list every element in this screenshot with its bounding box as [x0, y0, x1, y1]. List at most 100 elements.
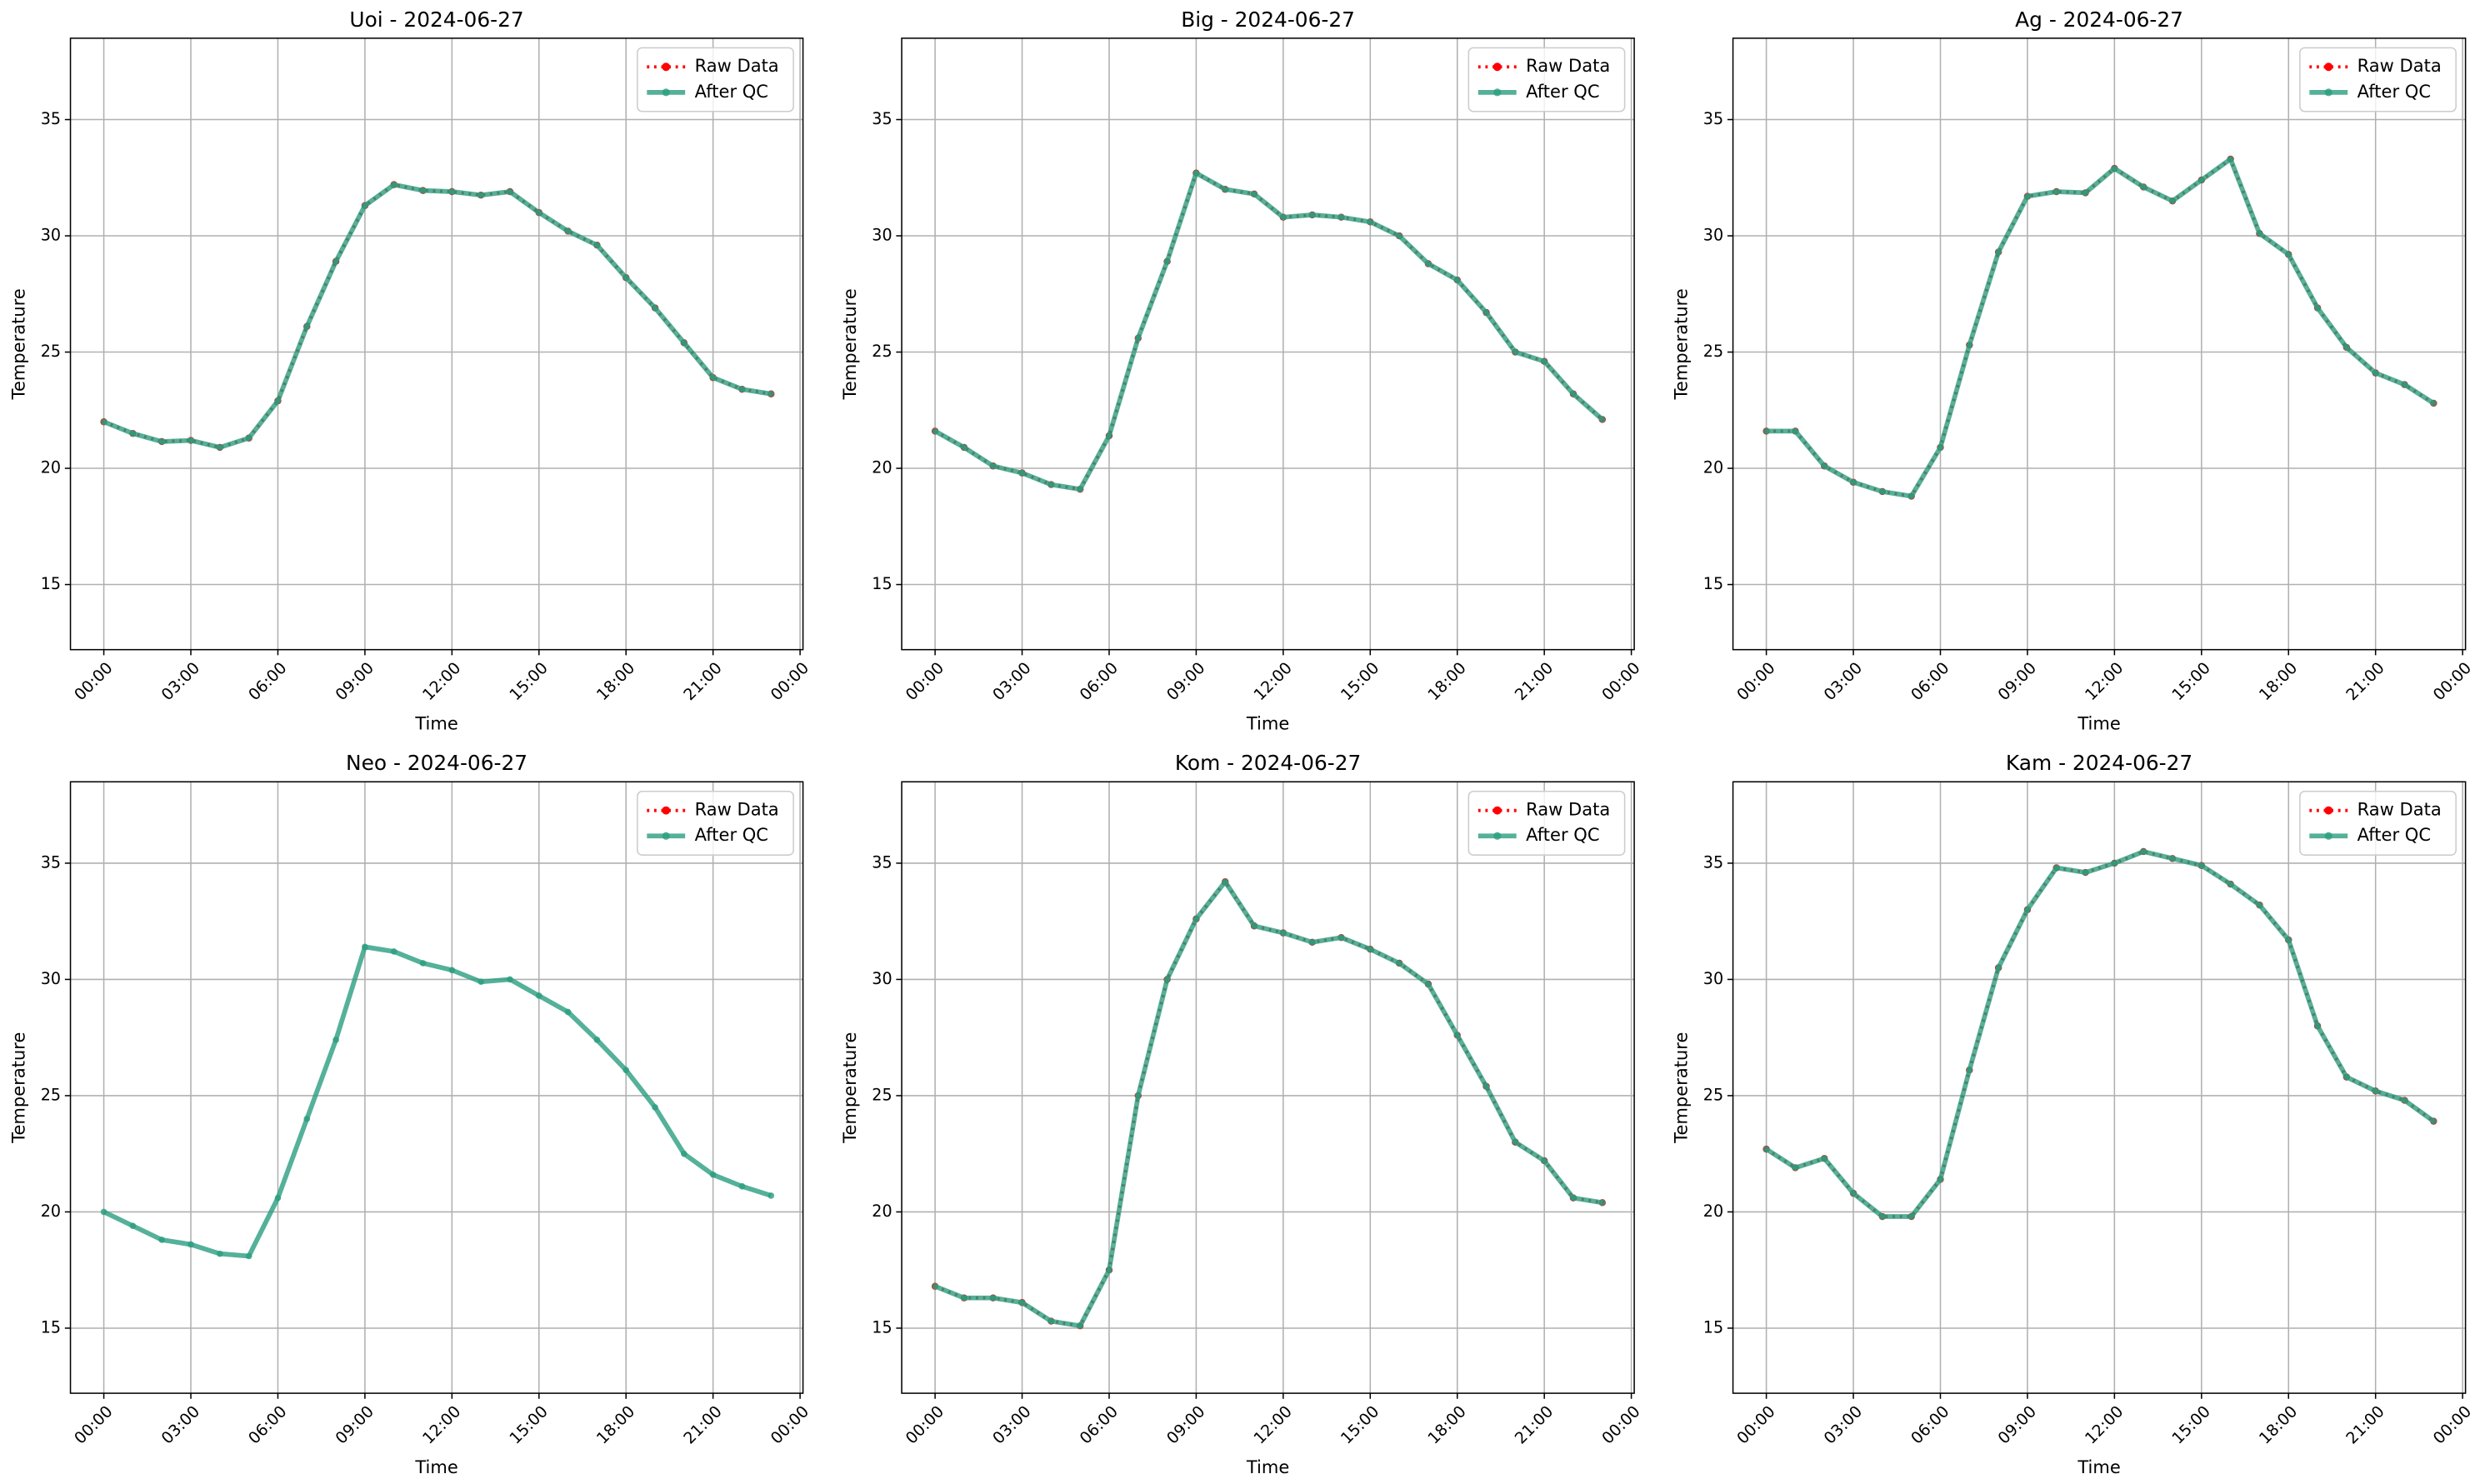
- y-tick-label: 35: [1703, 109, 1723, 128]
- data-point: [709, 1171, 717, 1178]
- data-point: [1570, 1194, 1577, 1202]
- chart-title: Ag - 2024-06-27: [2015, 7, 2183, 32]
- legend-label: After QC: [2358, 81, 2431, 102]
- x-tick-label: 21:00: [680, 1402, 726, 1447]
- data-point: [1338, 934, 1345, 942]
- data-point: [390, 948, 398, 955]
- data-point: [2024, 906, 2031, 913]
- data-point: [1966, 1067, 1973, 1074]
- legend-label: Raw Data: [1526, 55, 1610, 76]
- x-tick-label: 12:00: [2081, 658, 2127, 704]
- x-tick-label: 00:00: [902, 658, 948, 704]
- x-tick-label: 21:00: [2342, 658, 2388, 704]
- x-tick-label: 09:00: [332, 1402, 378, 1447]
- data-point: [217, 1250, 223, 1257]
- legend-label: After QC: [695, 824, 768, 845]
- y-axis-label: Temperature: [1670, 288, 1691, 400]
- data-point: [1762, 427, 1770, 435]
- data-point: [1192, 916, 1200, 922]
- x-tick-label: 00:00: [1598, 658, 1644, 704]
- data-point: [1308, 938, 1316, 946]
- y-tick-label: 25: [872, 1085, 892, 1104]
- y-tick-label: 30: [41, 226, 61, 245]
- data-point: [652, 304, 658, 312]
- legend-label: After QC: [1526, 824, 1599, 845]
- data-point: [419, 187, 427, 194]
- legend-label: After QC: [695, 81, 768, 102]
- data-point: [1995, 964, 2002, 972]
- x-tick-label: 15:00: [2168, 658, 2214, 704]
- legend-box: [1468, 47, 1626, 112]
- data-point: [245, 1252, 252, 1260]
- x-axis-label: Time: [1246, 1457, 1289, 1477]
- data-point: [2285, 937, 2292, 943]
- data-point: [274, 1194, 282, 1202]
- x-tick-label: 18:00: [2255, 1402, 2301, 1447]
- data-point: [1879, 488, 1886, 495]
- x-tick-label: 15:00: [506, 1402, 552, 1447]
- data-point: [1937, 1176, 1944, 1183]
- chart-title: Uoi - 2024-06-27: [349, 7, 523, 32]
- x-tick-label: 06:00: [1076, 658, 1122, 704]
- data-point: [768, 390, 775, 397]
- series-line: [934, 880, 1603, 1328]
- y-tick-label: 15: [41, 574, 61, 593]
- data-point: [1280, 929, 1287, 937]
- data-point: [1541, 1157, 1548, 1164]
- data-point: [362, 943, 368, 951]
- data-point: [2024, 192, 2031, 200]
- data-point: [932, 427, 938, 435]
- chart-title: Kom - 2024-06-27: [1175, 751, 1361, 775]
- y-tick-label: 15: [1703, 1317, 1723, 1337]
- data-point: [1792, 427, 1799, 435]
- data-point: [1308, 212, 1316, 218]
- legend-label: Raw Data: [695, 55, 779, 76]
- x-tick-label: 12:00: [1250, 658, 1296, 704]
- y-tick-label: 20: [41, 458, 61, 477]
- data-point: [478, 192, 484, 199]
- data-point: [1482, 309, 1490, 316]
- x-tick-label: 06:00: [244, 1402, 290, 1447]
- x-axis-label: Time: [2077, 712, 2120, 733]
- data-point: [681, 339, 688, 347]
- x-tick-label: 12:00: [1250, 1402, 1296, 1447]
- legend-marker: [2324, 62, 2333, 72]
- legend-marker: [2324, 88, 2332, 97]
- data-point: [303, 323, 311, 330]
- y-tick-label: 25: [872, 342, 892, 361]
- axes-frame: [69, 781, 804, 1394]
- legend-marker: [1493, 832, 1502, 840]
- x-tick-label: 18:00: [592, 658, 638, 704]
- data-point: [961, 1294, 968, 1302]
- data-point: [2140, 183, 2148, 191]
- series-line: [933, 170, 1604, 492]
- data-point: [2052, 864, 2060, 872]
- data-point: [332, 1037, 339, 1043]
- series-line: [934, 879, 1603, 1329]
- data-point: [390, 181, 398, 188]
- y-tick-label: 30: [872, 226, 892, 245]
- data-point: [2140, 848, 2148, 855]
- data-point: [2314, 1022, 2321, 1030]
- data-point: [1018, 1299, 1026, 1307]
- data-point: [709, 374, 717, 382]
- x-tick-label: 21:00: [2342, 1402, 2388, 1447]
- x-tick-label: 18:00: [592, 1402, 638, 1447]
- data-point: [1280, 213, 1287, 221]
- y-axis-label: Temperature: [839, 288, 860, 400]
- data-point: [332, 257, 339, 265]
- data-point: [245, 434, 252, 442]
- subplot: 15 20 25 30 35 00:00 03:00 06:00 09:00 12:00 15:00…: [8, 7, 812, 734]
- series-line: [1765, 850, 2435, 1218]
- data-point: [1134, 334, 1142, 342]
- chart-title: Big - 2024-06-27: [1181, 7, 1355, 32]
- y-tick-label: 25: [41, 342, 61, 361]
- x-tick-label: 00:00: [1732, 658, 1778, 704]
- y-tick-label: 20: [872, 458, 892, 477]
- data-point: [1512, 348, 1519, 356]
- legend-marker: [662, 88, 670, 97]
- y-tick-label: 15: [872, 1317, 892, 1337]
- data-point: [2401, 1097, 2408, 1104]
- x-tick-label: 03:00: [1820, 658, 1866, 704]
- data-point: [1222, 878, 1229, 886]
